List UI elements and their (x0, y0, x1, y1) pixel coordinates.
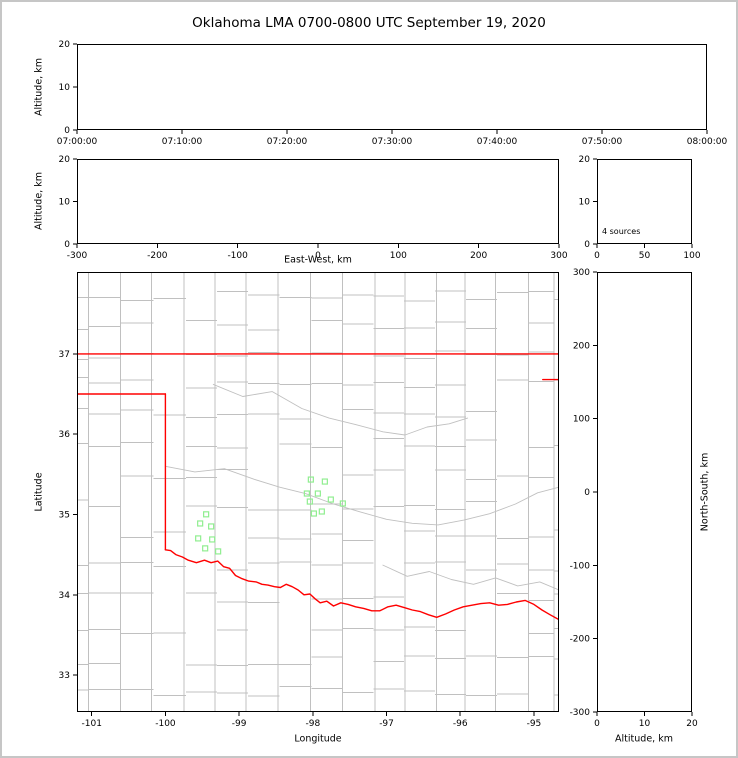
sources-count-label: 4 sources (602, 227, 640, 236)
svg-text:36: 36 (59, 430, 71, 440)
svg-text:-95: -95 (527, 719, 542, 729)
plot-title: Oklahoma LMA 0700-0800 UTC September 19,… (192, 15, 546, 31)
ns_height-axes: 0 10 20 -300 -200 -100 0 100 200 300 (570, 268, 698, 729)
svg-text:-100: -100 (227, 251, 248, 261)
svg-text:0: 0 (584, 240, 590, 250)
svg-text:10: 10 (59, 83, 71, 93)
station-marker (310, 510, 317, 517)
svg-text:07:00:00: 07:00:00 (57, 137, 98, 147)
svg-text:200: 200 (470, 251, 487, 261)
svg-text:300: 300 (573, 268, 590, 278)
svg-text:35: 35 (59, 510, 70, 520)
svg-text:0: 0 (64, 240, 70, 250)
altitude-vs-time-panel: 07:00:00 07:10:00 07:20:00 07:30:00 07:40:00… (57, 40, 728, 147)
station-marker (209, 536, 216, 543)
ew-panel-ylabel: Altitude, km (33, 172, 45, 230)
svg-text:10: 10 (579, 198, 591, 208)
svg-text:07:50:00: 07:50:00 (582, 137, 623, 147)
svg-text:20: 20 (59, 155, 71, 165)
svg-text:-101: -101 (82, 719, 102, 729)
ns-panel-xlabel: Altitude, km (615, 733, 673, 745)
svg-text:0: 0 (584, 488, 590, 498)
svg-text:200: 200 (573, 341, 590, 351)
plan_view-axes: -101 -100 -99 -98 -97 -96 -95 33 34 35 36 37 (59, 272, 559, 729)
svg-text:20: 20 (579, 155, 591, 165)
river-lines (164, 383, 559, 591)
svg-text:37: 37 (59, 350, 70, 360)
svg-text:10: 10 (59, 198, 71, 208)
svg-text:0: 0 (594, 251, 600, 261)
station-marker (307, 476, 314, 483)
station-marker (195, 535, 202, 542)
svg-text:07:30:00: 07:30:00 (372, 137, 413, 147)
station-marker (321, 478, 328, 485)
svg-text:33: 33 (59, 671, 70, 681)
svg-text:20: 20 (686, 719, 698, 729)
svg-text:100: 100 (573, 415, 590, 425)
svg-text:34: 34 (59, 591, 71, 601)
svg-text:0: 0 (315, 251, 321, 261)
station-marker (318, 508, 325, 515)
svg-text:07:10:00: 07:10:00 (162, 137, 203, 147)
svg-text:-300: -300 (67, 251, 88, 261)
svg-text:-300: -300 (570, 708, 591, 718)
svg-text:-100: -100 (570, 561, 591, 571)
svg-text:07:40:00: 07:40:00 (477, 137, 518, 147)
svg-text:100: 100 (683, 251, 700, 261)
svg-text:-97: -97 (379, 719, 394, 729)
plan-view-map-panel: -101 -100 -99 -98 -97 -96 -95 33 34 35 36 37 (59, 272, 559, 729)
svg-text:-99: -99 (232, 719, 247, 729)
altitude-histogram-panel: 0 50 100 0 10 20 4 sources (579, 155, 701, 261)
svg-text:-200: -200 (570, 635, 591, 645)
time_height-axes: 07:00:00 07:10:00 07:20:00 07:30:00 07:40:00… (57, 40, 728, 147)
station-marker (208, 523, 215, 530)
county-lines (77, 272, 559, 712)
station-marker (339, 500, 346, 507)
svg-text:07:20:00: 07:20:00 (267, 137, 308, 147)
station-marker (327, 496, 334, 503)
ns-panel-ylabel-right: North-South, km (699, 452, 711, 532)
ew-panel-xlabel: East-West, km (284, 254, 352, 266)
svg-text:50: 50 (639, 251, 651, 261)
station-marker (314, 490, 321, 497)
northsouth-vs-altitude-panel: 0 10 20 -300 -200 -100 0 100 200 300 (570, 268, 698, 729)
station-marker (197, 520, 204, 527)
station-marker (202, 545, 209, 552)
svg-text:-98: -98 (305, 719, 320, 729)
map-panel-xlabel: Longitude (294, 733, 342, 745)
ew_height-axes: -300 -200 -100 0 100 200 300 0 10 20 (59, 155, 568, 261)
map-panel-ylabel: Latitude (33, 472, 45, 512)
svg-text:10: 10 (639, 719, 651, 729)
state-border (77, 353, 559, 621)
svg-text:0: 0 (594, 719, 600, 729)
alt_hist-axes: 0 50 100 0 10 20 4 sources (579, 155, 701, 261)
time-panel-ylabel: Altitude, km (33, 58, 45, 116)
svg-text:-200: -200 (147, 251, 168, 261)
station-marker (303, 490, 310, 497)
station-marker (203, 511, 210, 518)
lma-stations (195, 476, 346, 555)
svg-text:300: 300 (550, 251, 567, 261)
svg-text:20: 20 (59, 40, 71, 50)
station-marker (306, 498, 313, 505)
svg-text:100: 100 (390, 251, 407, 261)
svg-text:-100: -100 (155, 719, 176, 729)
station-marker (215, 548, 222, 555)
svg-text:08:00:00: 08:00:00 (687, 137, 728, 147)
map-layers (77, 272, 559, 712)
svg-text:0: 0 (64, 126, 70, 136)
altitude-vs-eastwest-panel: -300 -200 -100 0 100 200 300 0 10 20 (59, 155, 568, 261)
svg-text:-96: -96 (453, 719, 468, 729)
